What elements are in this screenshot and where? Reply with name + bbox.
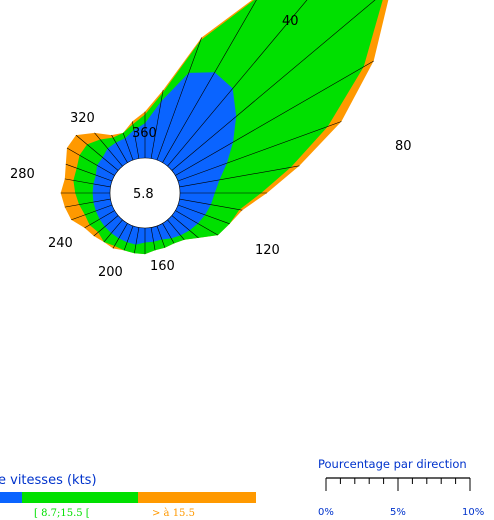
spoke-320	[94, 132, 123, 167]
spoke-290	[65, 163, 113, 182]
spoke-70	[177, 121, 342, 182]
legend-label-1: [ 8.7;15.5 [	[34, 508, 90, 519]
scale-tick-labels: 0% 5% 10%	[318, 507, 484, 518]
legend-label-2: > à 15.5	[152, 508, 195, 519]
spoke-80	[179, 165, 300, 188]
scale-tick-label-1: 5%	[390, 507, 406, 518]
spoke-170	[150, 227, 156, 251]
spoke-150	[162, 223, 175, 244]
spoke-120	[175, 210, 219, 236]
spoke-10	[150, 89, 164, 159]
calm-value-label: 5.8	[133, 187, 154, 202]
direction-label-40: 40	[282, 14, 299, 29]
spoke-160	[156, 225, 166, 248]
direction-labels: 40 80 120 160 200 240 280 320 360	[10, 14, 412, 280]
direction-label-360: 360	[132, 126, 157, 141]
spoke-30	[162, 0, 257, 163]
spoke-310	[75, 134, 119, 171]
spoke-260	[64, 198, 111, 208]
spoke-140	[167, 219, 185, 240]
spoke-280	[64, 178, 111, 188]
legend-swatch-0	[0, 492, 22, 503]
wind-rose-layers	[60, 0, 389, 255]
spoke-230	[93, 215, 119, 237]
direction-label-80: 80	[395, 139, 412, 154]
legend-labels: [ 8.7;15.5 [ > à 15.5	[34, 508, 195, 519]
calm-circle	[109, 157, 181, 229]
spoke-190	[134, 227, 140, 254]
direction-label-240: 240	[48, 236, 73, 251]
spoke-350	[132, 121, 140, 159]
spoke-110	[177, 204, 230, 225]
spoke-330	[111, 134, 128, 163]
wind-rose-spokes	[60, 0, 376, 255]
direction-label-320: 320	[70, 111, 95, 126]
spoke-220	[103, 219, 123, 243]
spoke-50	[171, 0, 376, 171]
spoke-300	[66, 147, 115, 176]
scale-tick-label-0: 0%	[318, 507, 334, 518]
direction-label-200: 200	[98, 265, 123, 280]
spoke-250	[71, 204, 113, 221]
direction-label-160: 160	[150, 259, 175, 274]
spoke-210	[112, 223, 128, 249]
legend-swatch-2	[138, 492, 256, 503]
spoke-130	[171, 215, 199, 239]
scale-tick-label-2: 10%	[462, 507, 484, 518]
speed-legend: e vitesses (kts) [ 8.7;15.5 [ > à 15.5	[0, 473, 256, 519]
legend-swatches	[0, 492, 256, 503]
direction-label-280: 280	[10, 167, 35, 182]
legend-title: e vitesses (kts)	[0, 473, 97, 488]
spoke-240	[84, 210, 115, 229]
spoke-100	[179, 198, 243, 211]
spoke-340	[122, 132, 134, 161]
spoke-20	[156, 37, 202, 161]
scale-bar	[325, 477, 471, 491]
percentage-scale: Pourcentage par direction 0% 5% 10%	[318, 457, 484, 518]
scale-title: Pourcentage par direction	[318, 457, 467, 471]
spoke-200	[123, 225, 134, 251]
spoke-40	[167, 0, 308, 167]
legend-swatch-1	[22, 492, 138, 503]
spoke-60	[175, 60, 374, 176]
direction-label-120: 120	[255, 243, 280, 258]
